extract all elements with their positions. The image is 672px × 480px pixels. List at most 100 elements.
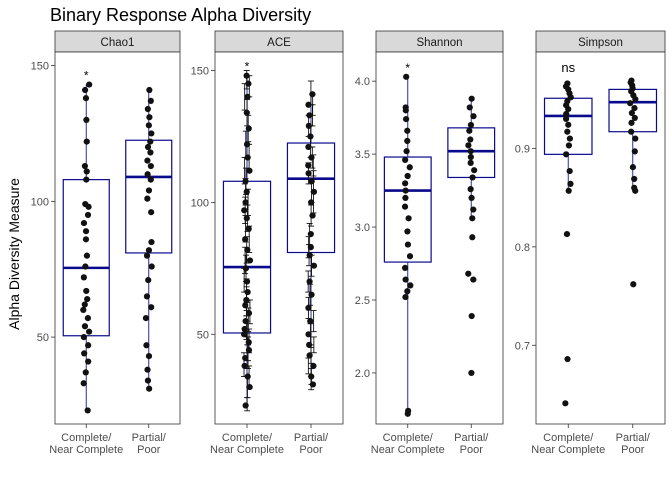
data-point	[402, 104, 409, 111]
data-point	[470, 113, 477, 120]
facet-strip-label: Simpson	[578, 37, 623, 49]
data-point	[147, 138, 154, 145]
panel-simpson: Simpson 0.7 0.8 0.9 Complete/Near Complete Pa…	[515, 30, 666, 456]
data-point	[308, 291, 315, 298]
data-point	[145, 353, 153, 360]
x-tick-label: Near Complete	[49, 444, 123, 456]
data-point	[244, 93, 251, 100]
y-tick-label: 3.5	[355, 149, 370, 161]
data-point	[144, 171, 151, 178]
data-point	[242, 178, 249, 185]
data-point	[305, 331, 312, 338]
data-point	[241, 325, 248, 333]
data-point	[83, 176, 90, 183]
data-point	[468, 312, 475, 320]
data-point	[84, 407, 91, 414]
x-tick-label: Poor	[621, 444, 645, 456]
data-point	[306, 112, 313, 119]
data-point	[84, 315, 91, 322]
data-point	[82, 228, 90, 235]
x-tick-label: Near Complete	[531, 444, 605, 456]
data-point	[562, 115, 570, 123]
data-point	[631, 114, 638, 122]
data-point	[402, 156, 409, 164]
data-point	[147, 162, 154, 170]
y-tick-label: 150	[31, 61, 49, 73]
panel-frame	[214, 51, 344, 425]
data-point	[242, 318, 249, 325]
data-point	[467, 136, 474, 143]
data-point	[242, 199, 249, 206]
data-point	[307, 230, 314, 238]
data-point	[241, 362, 248, 370]
data-point	[404, 127, 411, 134]
y-tick-label: 150	[191, 65, 209, 77]
data-point	[80, 306, 87, 314]
data-point	[631, 175, 638, 183]
data-point	[82, 200, 89, 208]
data-point	[243, 141, 251, 148]
data-point	[566, 135, 573, 142]
data-point	[310, 188, 318, 195]
data-point	[144, 143, 152, 151]
y-tick-label: 4.0	[355, 76, 370, 88]
x-tick-label: Poor	[299, 444, 323, 456]
data-point	[401, 203, 409, 210]
data-point	[310, 262, 318, 269]
data-point	[469, 215, 476, 222]
data-point	[305, 143, 312, 151]
data-point	[467, 148, 474, 155]
y-tick-label: 2.5	[355, 295, 370, 307]
data-point	[563, 151, 570, 158]
data-point	[565, 121, 572, 128]
data-point	[628, 128, 635, 135]
significance-label: ns	[561, 60, 575, 75]
data-point	[82, 86, 89, 94]
data-point	[245, 339, 252, 346]
data-point	[402, 293, 409, 301]
panel-shannon: Shannon 2.0 2.5 3.0 3.5 4.0 Complete/Near Comp…	[355, 30, 504, 456]
significance-label: *	[405, 61, 410, 75]
y-tick-label: 100	[31, 196, 49, 208]
x-tick-label: Complete/	[383, 432, 434, 444]
data-point	[242, 402, 249, 409]
data-point	[566, 167, 573, 175]
significance-label: *	[245, 60, 250, 74]
data-point	[309, 91, 316, 98]
data-point	[243, 72, 250, 79]
data-point	[83, 138, 90, 145]
data-point	[148, 238, 155, 246]
data-point	[85, 358, 92, 365]
data-point	[305, 101, 312, 108]
data-point	[402, 180, 409, 187]
data-point	[564, 128, 571, 135]
data-point	[404, 172, 411, 180]
data-point	[306, 278, 313, 285]
data-point	[628, 109, 635, 117]
data-point	[402, 276, 409, 283]
x-tick-label: Partial/	[454, 432, 489, 444]
data-point	[148, 209, 155, 216]
data-point	[146, 86, 153, 94]
panel-frame	[535, 51, 666, 425]
box-body	[383, 156, 432, 263]
data-point	[401, 264, 409, 272]
data-point	[148, 263, 155, 270]
data-point	[466, 127, 473, 134]
data-point	[82, 236, 90, 243]
data-point	[307, 318, 314, 325]
data-point	[564, 80, 571, 87]
x-tick-label: Complete/	[61, 432, 112, 444]
data-point	[242, 236, 249, 243]
data-point	[567, 180, 574, 187]
data-point	[632, 135, 639, 142]
data-point	[145, 187, 153, 194]
data-point	[244, 288, 251, 296]
panel-ace: ACE 50 100 150 Complete/Near Complete Partial…	[191, 30, 344, 456]
data-point	[308, 373, 315, 380]
x-tick-label: Complete/	[543, 432, 594, 444]
data-point	[563, 110, 570, 118]
data-point	[562, 400, 569, 407]
data-point	[308, 199, 315, 206]
data-point	[402, 194, 409, 201]
